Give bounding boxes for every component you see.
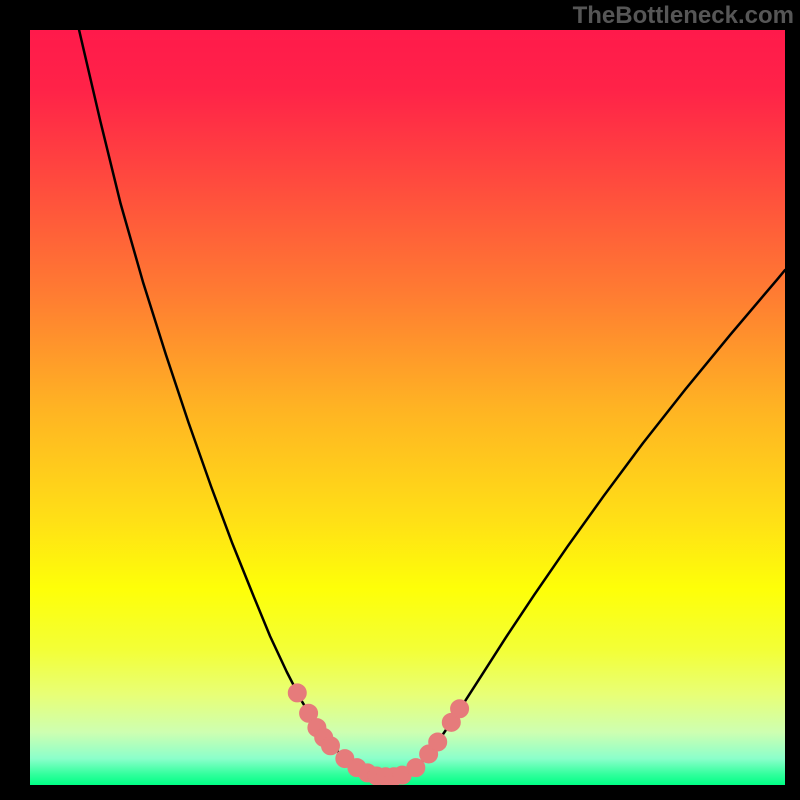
marker-dot: [451, 700, 469, 718]
marker-dot: [407, 759, 425, 777]
marker-dot: [321, 737, 339, 755]
marker-dot: [429, 733, 447, 751]
marker-group: [288, 684, 468, 786]
marker-dot: [288, 684, 306, 702]
chart-canvas: TheBottleneck.com: [0, 0, 800, 800]
curve-svg-layer: [0, 0, 800, 800]
watermark-text: TheBottleneck.com: [573, 2, 794, 30]
bottleneck-curve: [79, 30, 785, 777]
